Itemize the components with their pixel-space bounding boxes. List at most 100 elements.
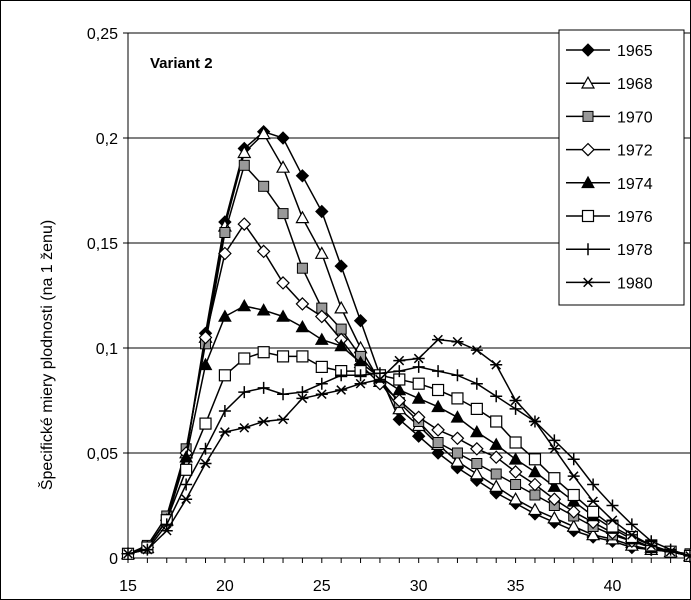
point-1980-24	[296, 393, 309, 404]
y-tick-label-1: 0,05	[87, 446, 118, 463]
y-tick-label-4: 0,2	[96, 131, 118, 148]
legend-label-1976: 1976	[617, 209, 653, 226]
legend-item-1976: 1976	[566, 209, 653, 226]
point-1980-27	[354, 378, 367, 389]
point-1978-28	[373, 367, 386, 380]
point-1976-36	[528, 453, 542, 466]
point-1976-24	[296, 350, 309, 363]
point-1980-38	[567, 471, 580, 481]
point-1978-23	[277, 388, 290, 401]
legend: 1965 1968 1970 1972 1974 1976 1978 1980	[558, 29, 685, 306]
point-1980-28	[373, 374, 386, 385]
point-1978-30	[412, 360, 425, 373]
point-1965-25	[315, 204, 329, 219]
point-1980-18	[180, 494, 193, 505]
legend-label-1980: 1980	[617, 275, 653, 292]
point-1972-19	[198, 330, 213, 345]
legend-marker-1976	[581, 209, 595, 223]
point-1978-38	[567, 453, 580, 466]
point-1974-32	[450, 410, 465, 423]
point-1976-32	[451, 392, 464, 405]
point-1968-32	[450, 454, 465, 467]
point-1976-20	[218, 369, 231, 382]
point-1968-25	[314, 246, 329, 259]
point-1970-23	[277, 208, 289, 220]
axes: 0 0,05 0,1 0,15 0,2 0,25 15 20 25 30 35 40	[87, 26, 691, 595]
point-1972-24	[295, 297, 310, 311]
point-1976-22	[257, 346, 270, 359]
point-1974-30	[411, 391, 426, 404]
x-tick-label-1: 20	[216, 578, 234, 595]
point-1970-35	[510, 479, 522, 490]
point-1970-26	[335, 323, 347, 335]
point-1974-18	[179, 450, 193, 463]
point-1965-27	[353, 313, 368, 328]
legend-item-1978: 1978	[566, 242, 653, 259]
point-1972-20	[218, 246, 232, 261]
point-1976-18	[180, 463, 193, 476]
point-1968-34	[489, 479, 504, 492]
legend-label-1970: 1970	[617, 109, 653, 126]
point-1978-31	[432, 365, 445, 378]
point-1976-31	[431, 383, 445, 397]
point-1980-16	[141, 544, 154, 555]
point-1980-21	[238, 422, 251, 433]
point-1974-19	[198, 357, 213, 371]
point-1970-33	[471, 458, 483, 469]
point-1980-44	[684, 551, 691, 561]
point-1980-31	[432, 334, 445, 345]
legend-label-1965: 1965	[617, 43, 653, 60]
y-tick-label-2: 0,1	[96, 341, 118, 358]
point-1978-27	[354, 369, 367, 382]
point-1974-33	[469, 424, 484, 438]
legend-label-1972: 1972	[617, 143, 653, 160]
point-1980-41	[625, 530, 638, 540]
y-tick-label-5: 0,25	[87, 26, 118, 43]
point-1972-36	[528, 477, 542, 492]
point-1972-29	[392, 393, 407, 408]
legend-item-1965: 1965	[566, 43, 653, 60]
point-1980-20	[218, 427, 231, 437]
legend-item-1980: 1980	[566, 275, 653, 292]
point-1965-24	[295, 169, 310, 183]
legend-marker-1980	[582, 277, 594, 288]
point-1976-37	[548, 472, 561, 485]
point-1974-23	[276, 309, 290, 322]
point-1980-23	[277, 414, 290, 425]
point-1976-21	[238, 352, 251, 365]
point-1972-22	[256, 244, 271, 259]
point-1965-30	[411, 429, 426, 443]
point-1976-30	[412, 377, 425, 390]
point-1970-20	[219, 227, 231, 238]
point-1980-25	[315, 389, 328, 400]
point-1978-24	[296, 386, 309, 399]
legend-item-1970: 1970	[566, 109, 653, 126]
point-1976-34	[490, 415, 503, 428]
point-1974-31	[431, 399, 445, 413]
point-1978-39	[587, 478, 600, 491]
legend-marker-1970	[582, 110, 594, 122]
point-1968-22	[256, 126, 271, 140]
series-layer	[120, 124, 691, 563]
point-1974-37	[547, 479, 562, 492]
point-1972-33	[469, 441, 484, 456]
legend-marker-1968	[580, 75, 596, 89]
point-1972-25	[314, 309, 329, 324]
x-tick-label-0: 15	[119, 578, 137, 595]
legend-box	[558, 29, 685, 306]
point-1978-26	[335, 369, 348, 382]
point-1978-41	[625, 518, 638, 531]
legend-item-1972: 1972	[566, 143, 653, 160]
legend-item-1968: 1968	[566, 75, 653, 93]
point-1972-38	[566, 504, 581, 519]
legend-label-1968: 1968	[617, 76, 653, 93]
point-1980-40	[606, 515, 619, 526]
legend-label-1974: 1974	[617, 176, 653, 193]
point-1974-29	[392, 382, 407, 396]
legend-marker-1972	[581, 142, 595, 157]
point-1974-25	[314, 332, 329, 345]
point-1976-35	[509, 436, 522, 449]
legend-item-1974: 1974	[566, 175, 653, 193]
point-1968-24	[295, 210, 310, 224]
